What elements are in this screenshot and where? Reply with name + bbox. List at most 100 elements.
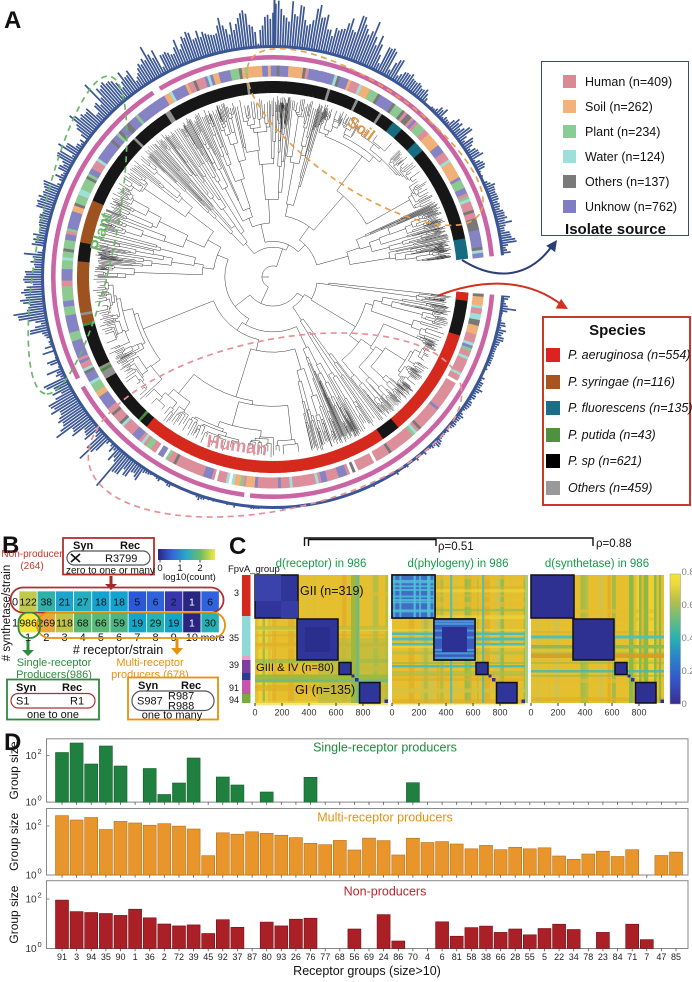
svg-text:4: 4 <box>425 952 430 962</box>
svg-text:10: 10 <box>26 822 38 833</box>
svg-text:23: 23 <box>598 952 608 962</box>
svg-text:200: 200 <box>411 708 426 718</box>
svg-text:72: 72 <box>174 952 184 962</box>
svg-text:0: 0 <box>38 867 42 876</box>
svg-text:(264): (264) <box>20 561 43 572</box>
svg-text:58: 58 <box>466 952 476 962</box>
svg-text:26: 26 <box>291 952 301 962</box>
svg-text:27: 27 <box>77 597 89 609</box>
svg-text:71: 71 <box>627 952 637 962</box>
svg-text:19: 19 <box>131 618 143 630</box>
svg-text:1: 1 <box>177 563 182 574</box>
svg-text:76: 76 <box>305 952 315 962</box>
svg-text:34: 34 <box>569 952 579 962</box>
svg-text:122: 122 <box>19 597 37 609</box>
svg-text:85: 85 <box>671 952 681 962</box>
svg-text:0: 0 <box>528 708 533 718</box>
svg-text:24: 24 <box>379 952 389 962</box>
svg-text:91: 91 <box>229 683 239 693</box>
svg-text:Rec: Rec <box>181 680 201 692</box>
svg-text:# synthetase/strain: # synthetase/strain <box>1 565 13 662</box>
svg-text:R1: R1 <box>70 696 84 708</box>
svg-text:Syn: Syn <box>138 680 158 692</box>
svg-text:69: 69 <box>364 952 374 962</box>
svg-text:0: 0 <box>38 940 42 949</box>
svg-text:94: 94 <box>86 952 96 962</box>
svg-text:C: C <box>229 533 246 560</box>
svg-text:B: B <box>2 532 19 559</box>
svg-text:Syn: Syn <box>73 540 93 552</box>
svg-text:400: 400 <box>438 708 453 718</box>
svg-text:66: 66 <box>95 618 107 630</box>
svg-text:68: 68 <box>77 618 89 630</box>
svg-text:81: 81 <box>452 952 462 962</box>
svg-text:47: 47 <box>656 952 666 962</box>
svg-text:one to many: one to many <box>142 710 203 722</box>
svg-text:2: 2 <box>38 891 42 900</box>
svg-text:30: 30 <box>204 618 216 630</box>
svg-text:0: 0 <box>682 699 687 710</box>
svg-text:800: 800 <box>355 708 370 718</box>
svg-text:2: 2 <box>38 747 42 756</box>
svg-text:0.4: 0.4 <box>682 633 692 644</box>
svg-text:D: D <box>4 729 21 756</box>
svg-text:2: 2 <box>162 952 167 962</box>
svg-text:0.2: 0.2 <box>682 666 692 677</box>
svg-text:10: 10 <box>26 798 38 809</box>
svg-text:80: 80 <box>262 952 272 962</box>
svg-text:0.8: 0.8 <box>682 567 692 578</box>
svg-text:35: 35 <box>101 952 111 962</box>
svg-text:Single-receptor producers: Single-receptor producers <box>313 741 457 755</box>
svg-text:84: 84 <box>613 952 623 962</box>
svg-text:0: 0 <box>38 794 42 803</box>
svg-text:10: 10 <box>26 751 38 762</box>
svg-text:Rec: Rec <box>62 682 82 694</box>
svg-text:800: 800 <box>631 708 646 718</box>
svg-text:39: 39 <box>229 660 239 670</box>
svg-text:Non-producer: Non-producer <box>1 549 63 560</box>
svg-text:1: 1 <box>189 597 195 609</box>
svg-text:400: 400 <box>577 708 592 718</box>
svg-text:35: 35 <box>229 633 239 643</box>
svg-text:Multi-receptor: Multi-receptor <box>116 657 184 669</box>
svg-text:22: 22 <box>554 952 564 962</box>
svg-text:0: 0 <box>157 563 162 574</box>
svg-text:1: 1 <box>189 618 195 630</box>
svg-text:1: 1 <box>12 618 18 630</box>
svg-text:5: 5 <box>542 952 547 962</box>
svg-text:Receptor groups (size>10): Receptor groups (size>10) <box>293 964 441 978</box>
svg-text:19: 19 <box>168 618 180 630</box>
svg-text:600: 600 <box>604 708 619 718</box>
svg-text:Group size: Group size <box>7 812 21 870</box>
svg-text:45: 45 <box>203 952 213 962</box>
svg-text:ρ=0.88: ρ=0.88 <box>596 538 632 550</box>
svg-text:70: 70 <box>408 952 418 962</box>
svg-text:7: 7 <box>644 952 649 962</box>
svg-text:87: 87 <box>247 952 257 962</box>
svg-text:d(synthetase) in 986: d(synthetase) in 986 <box>545 558 649 570</box>
svg-text:28: 28 <box>510 952 520 962</box>
svg-text:600: 600 <box>465 708 480 718</box>
svg-text:10: 10 <box>26 895 38 906</box>
svg-text:6: 6 <box>207 597 213 609</box>
svg-text:118: 118 <box>56 618 73 630</box>
svg-text:59: 59 <box>113 618 125 630</box>
svg-text:S1: S1 <box>16 696 29 708</box>
svg-text:10: 10 <box>26 944 38 955</box>
svg-text:2: 2 <box>38 818 42 827</box>
svg-text:68: 68 <box>335 952 345 962</box>
svg-text:38: 38 <box>40 597 52 609</box>
svg-text:Non-producers: Non-producers <box>344 885 427 899</box>
svg-text:zero to one or many: zero to one or many <box>66 566 155 577</box>
svg-text:ρ=0.51: ρ=0.51 <box>438 541 474 553</box>
svg-text:38: 38 <box>481 952 491 962</box>
svg-text:10: 10 <box>26 871 38 882</box>
svg-text:37: 37 <box>232 952 242 962</box>
svg-text:18: 18 <box>95 597 107 609</box>
svg-text:3: 3 <box>74 952 79 962</box>
svg-text:3: 3 <box>234 588 239 598</box>
svg-text:2: 2 <box>197 563 202 574</box>
svg-text:600: 600 <box>328 708 343 718</box>
svg-text:986: 986 <box>19 618 37 630</box>
svg-text:200: 200 <box>550 708 565 718</box>
